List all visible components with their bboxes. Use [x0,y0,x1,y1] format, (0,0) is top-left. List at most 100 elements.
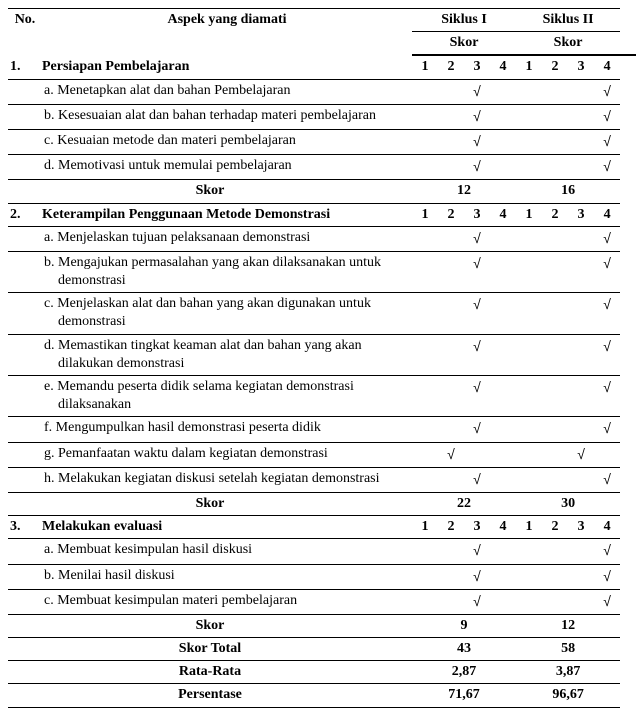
score-cell [568,129,594,154]
score-cell [516,79,542,104]
score-cell [568,376,594,417]
item-row: c. Membuat kesimpulan materi pembelajara… [8,589,636,614]
item-label: d. Memastikan tingkat keaman alat dan ba… [42,334,412,375]
score-cell [568,226,594,251]
score-cell [438,564,464,589]
header-skor-1: Skor [412,32,516,55]
score-header-cell: 3 [464,56,490,79]
score-cell [438,79,464,104]
score-header-cell: 2 [542,56,568,79]
score-cell [516,564,542,589]
section-title-row: 3.Melakukan evaluasi12341234 [8,516,636,539]
section-title-row: 2.Keterampilan Penggunaan Metode Demonst… [8,203,636,226]
score-cell [490,129,516,154]
item-row: d. Memastikan tingkat keaman alat dan ba… [8,334,636,375]
score-cell [568,251,594,292]
score-cell [542,293,568,334]
score-cell: √ [464,79,490,104]
item-no-blank [8,104,42,129]
score-cell [412,251,438,292]
score-cell [438,293,464,334]
score-cell [542,467,568,492]
score-cell [412,104,438,129]
score-cell [412,589,438,614]
totals-row: Rata-Rata2,873,87 [8,661,636,684]
score-cell [490,79,516,104]
score-cell [412,129,438,154]
score-cell [438,467,464,492]
score-cell: √ [594,589,620,614]
score-header-cell: 3 [568,56,594,79]
score-header-cell: 1 [412,203,438,226]
section-skor-s2: 30 [516,492,620,515]
score-cell: √ [594,104,620,129]
score-header-cell: 2 [438,516,464,539]
totals-row: Skor Total4358 [8,638,636,661]
section-skor-row: Skor2230 [8,492,636,515]
score-cell: √ [594,251,620,292]
score-cell [412,293,438,334]
score-cell: √ [594,564,620,589]
score-cell [542,539,568,564]
score-cell [438,155,464,180]
observation-table: No. Aspek yang diamati Siklus I Siklus I… [8,8,636,708]
section-skor-s1: 9 [412,614,516,637]
score-header-cell: 4 [490,516,516,539]
score-cell [438,589,464,614]
score-cell: √ [594,417,620,442]
score-cell [490,251,516,292]
score-header-cell: 4 [594,203,620,226]
score-header-cell: 2 [438,203,464,226]
section-skor-s2: 16 [516,180,620,203]
item-row: b. Kesesuaian alat dan bahan terhadap ma… [8,104,636,129]
score-header-cell: 2 [542,203,568,226]
totals-label: Rata-Rata [8,661,412,684]
score-cell [542,417,568,442]
score-cell [516,442,542,467]
header-siklus1: Siklus I [412,9,516,32]
score-header-cell: 1 [516,203,542,226]
header-siklus2: Siklus II [516,9,620,32]
score-cell [490,293,516,334]
score-cell [516,467,542,492]
score-cell [542,226,568,251]
score-cell [516,293,542,334]
score-cell [438,334,464,375]
totals-s2: 58 [516,638,620,661]
totals-s1: 71,67 [412,684,516,707]
score-cell: √ [464,251,490,292]
section-no: 2. [8,203,42,226]
score-cell [516,539,542,564]
item-row: d. Memotivasi untuk memulai pembelajaran… [8,155,636,180]
score-cell [568,155,594,180]
score-cell: √ [464,334,490,375]
score-cell [568,564,594,589]
item-no-blank [8,129,42,154]
score-cell [490,155,516,180]
score-header-cell: 4 [490,56,516,79]
score-cell: √ [464,467,490,492]
score-header-cell: 1 [412,516,438,539]
item-row: c. Kesuaian metode dan materi pembelajar… [8,129,636,154]
header-no: No. [8,9,42,56]
item-row: e. Memandu peserta didik selama kegiatan… [8,376,636,417]
item-no-blank [8,467,42,492]
score-header-cell: 2 [542,516,568,539]
item-no-blank [8,539,42,564]
section-skor-row: Skor1216 [8,180,636,203]
item-no-blank [8,334,42,375]
score-header-cell: 4 [490,203,516,226]
score-cell [516,376,542,417]
score-cell [542,104,568,129]
section-title: Persiapan Pembelajaran [42,56,412,79]
score-cell [490,589,516,614]
score-cell [412,376,438,417]
item-row: f. Mengumpulkan hasil demonstrasi pesert… [8,417,636,442]
item-row: c. Menjelaskan alat dan bahan yang akan … [8,293,636,334]
score-cell: √ [594,539,620,564]
score-cell: √ [464,417,490,442]
item-no-blank [8,79,42,104]
item-no-blank [8,376,42,417]
item-row: a. Membuat kesimpulan hasil diskusi√√ [8,539,636,564]
item-row: a. Menjelaskan tujuan pelaksanaan demons… [8,226,636,251]
